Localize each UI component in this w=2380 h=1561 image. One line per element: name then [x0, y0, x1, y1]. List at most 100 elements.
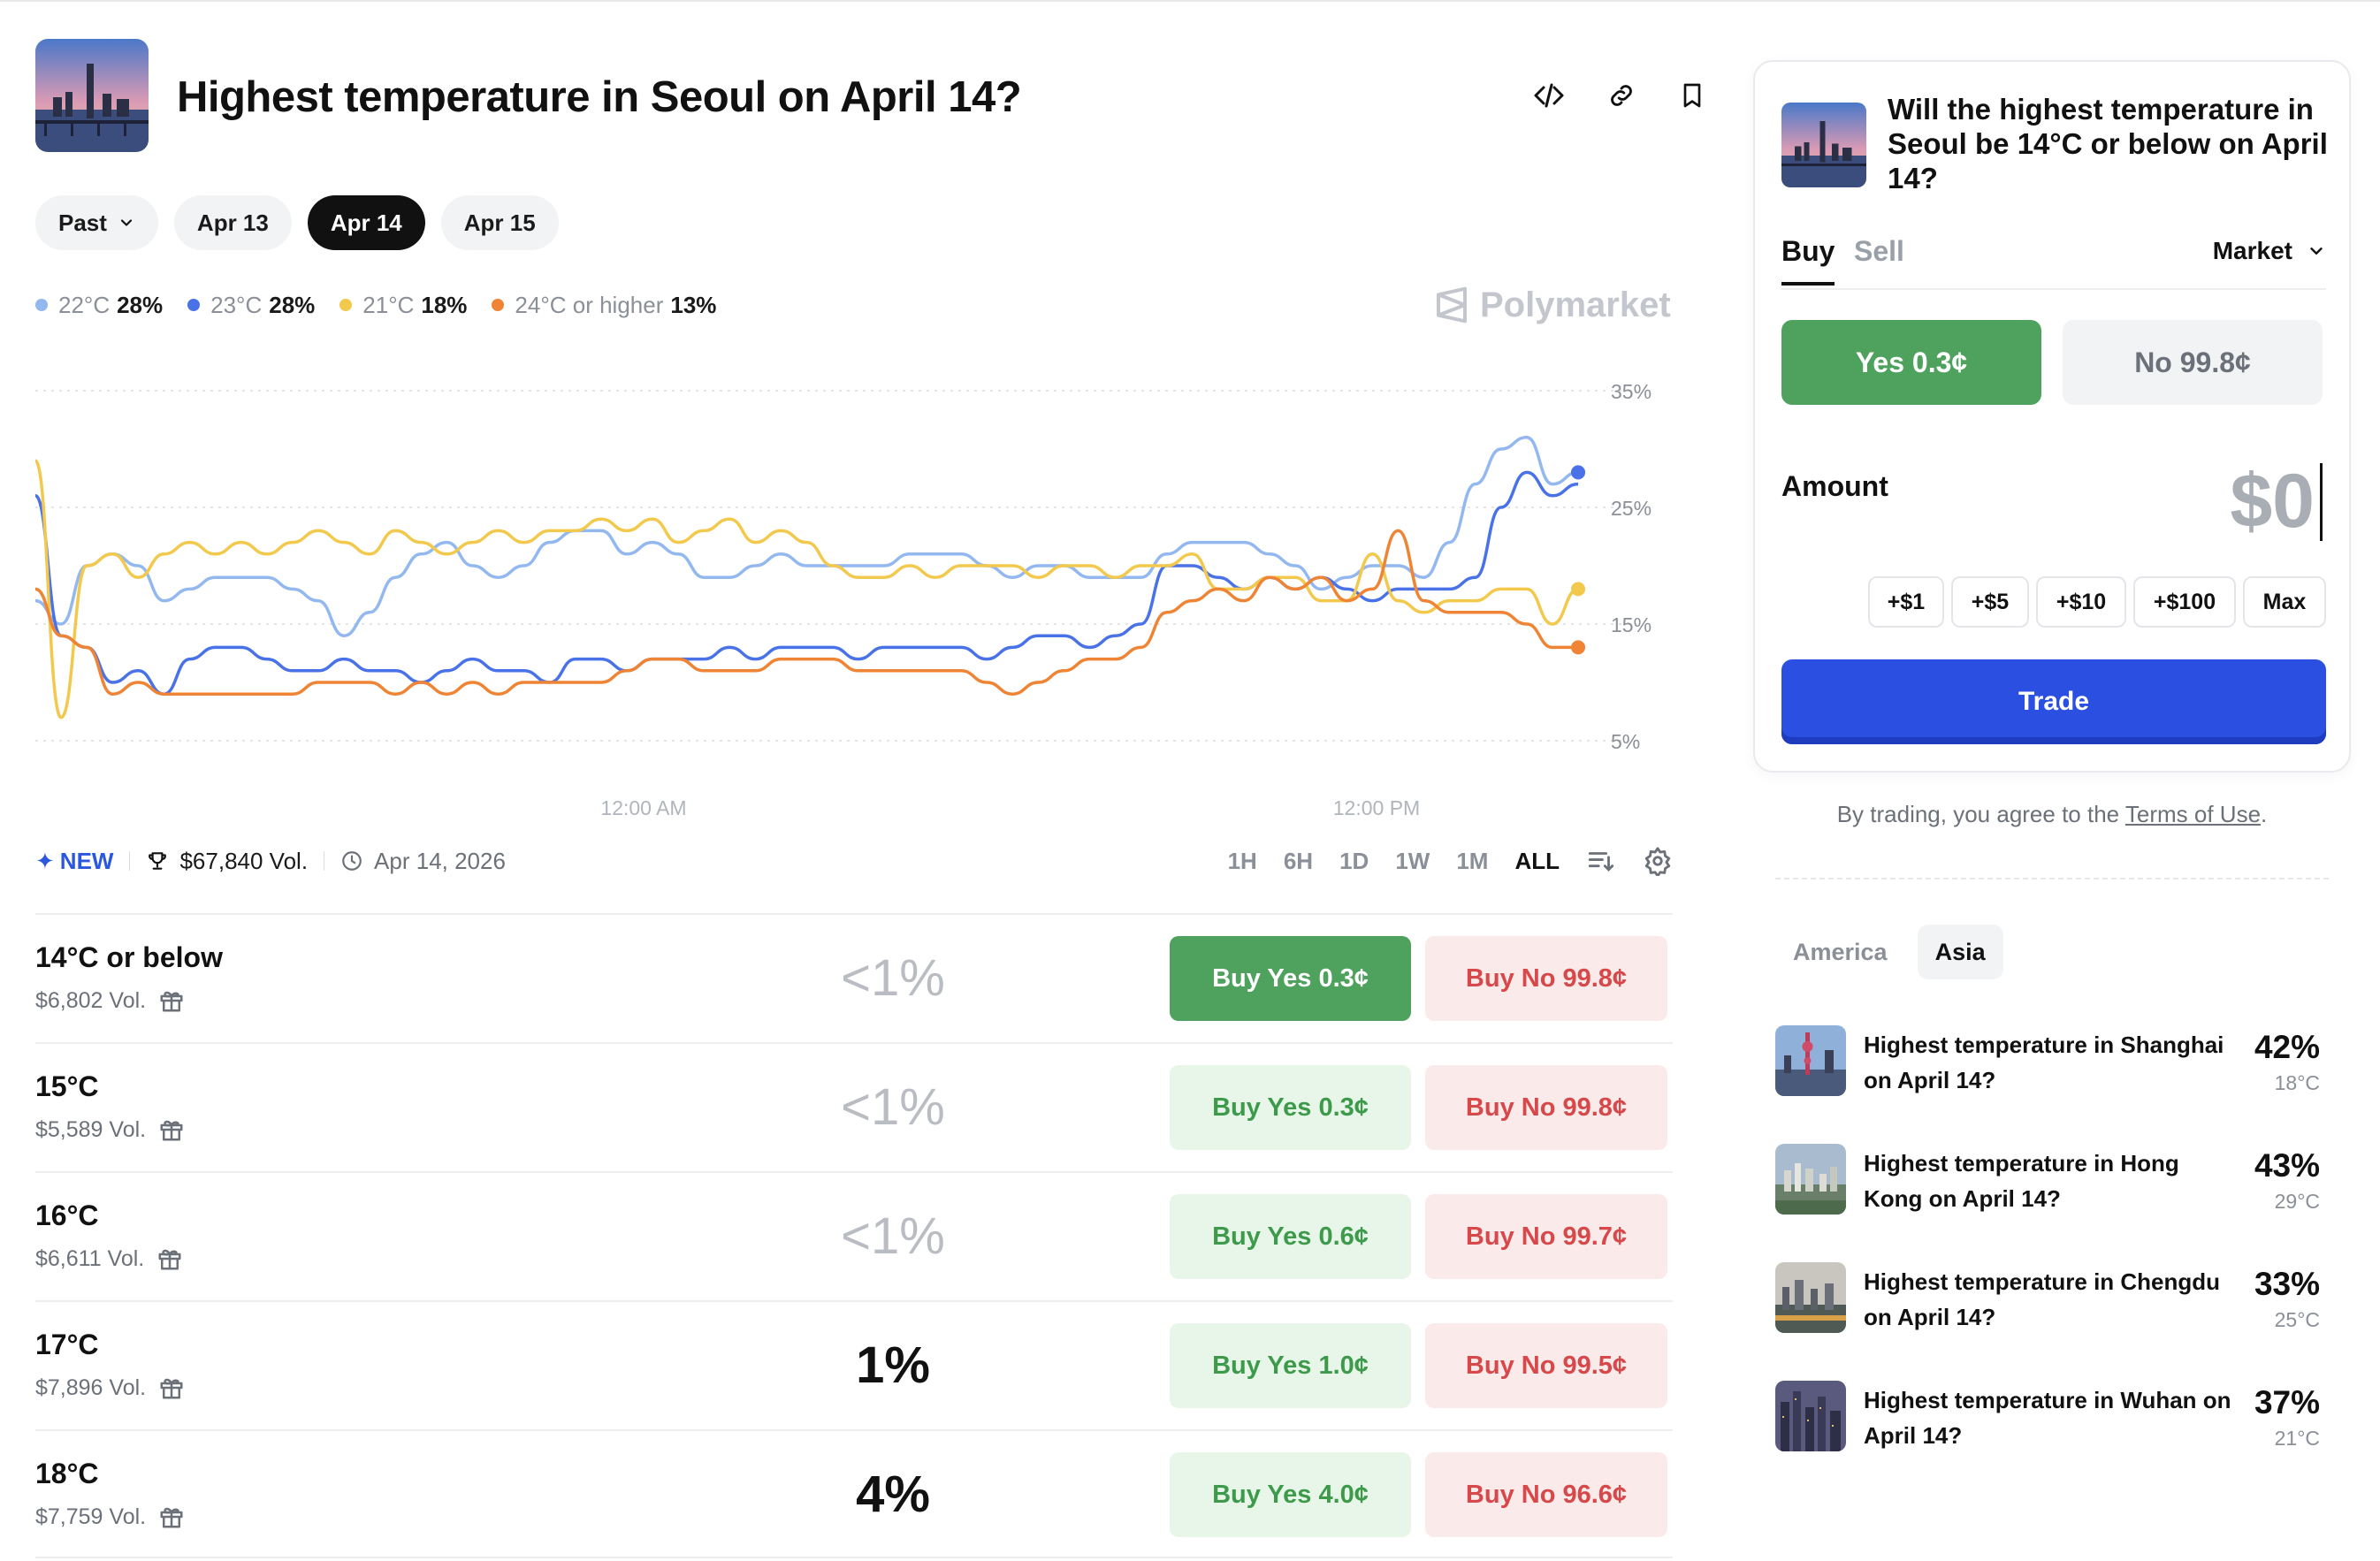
legend-value: 28% [269, 291, 316, 318]
outcome-chance: 1% [856, 1336, 930, 1394]
buy-no-button[interactable]: Buy No 99.5¢ [1425, 1323, 1667, 1408]
volume-value: $67,840 Vol. [179, 847, 309, 874]
legend-value: 28% [117, 291, 164, 318]
outcome-chance: <1% [841, 949, 945, 1007]
select-yes-button[interactable]: Yes 0.3¢ [1781, 320, 2041, 405]
legend-label: 22°C [58, 291, 111, 318]
order-type-dropdown[interactable]: Market [2213, 237, 2326, 265]
gift-icon [160, 1507, 183, 1528]
buy-yes-button[interactable]: Buy Yes 1.0¢ [1170, 1323, 1411, 1408]
outcome-volume-value: $6,611 Vol. [35, 1245, 145, 1271]
legend-label: 21°C [362, 291, 415, 318]
date-tab-label: Apr 13 [196, 209, 269, 236]
tab-sell[interactable]: Sell [1854, 235, 1904, 267]
legend-item-21c: 21°C 18% [339, 292, 467, 319]
chengdu-thumbnail [1775, 1262, 1846, 1333]
chevron-down-icon [2310, 247, 2323, 255]
quick-add-1-button[interactable]: +$1 [1868, 576, 1944, 628]
related-temp: 25°C [2274, 1308, 2320, 1331]
buy-sell-tabs: Buy Sell Market [1781, 235, 2326, 290]
divider [129, 851, 131, 871]
y-tick-label: 25% [1611, 497, 1652, 520]
legend-label: 23°C [210, 291, 263, 318]
legend-value: 13% [670, 291, 717, 318]
y-axis-labels: 35% 25% 15% 5% [1611, 380, 1652, 753]
quick-add-10-button[interactable]: +$10 [2036, 576, 2126, 628]
date-tab-label: Apr 14 [330, 209, 402, 236]
outcome-row-18c[interactable]: 18°C $7,759 Vol. 4% Buy Yes 4.0¢ Buy No … [35, 1429, 1673, 1558]
chart-legend: 22°C 28% 23°C 28% 21°C 18% 24°C or highe… [35, 290, 716, 320]
buy-yes-button[interactable]: Buy Yes 4.0¢ [1170, 1452, 1411, 1537]
settings-gear-icon[interactable] [1643, 846, 1673, 876]
buy-yes-button[interactable]: Buy Yes 0.6¢ [1170, 1194, 1411, 1279]
outcome-volume-value: $7,896 Vol. [35, 1374, 147, 1400]
bookmark-icon[interactable] [1673, 76, 1712, 115]
buy-no-button[interactable]: Buy No 99.8¢ [1425, 936, 1667, 1021]
related-market-shanghai[interactable]: Highest temperature in Shanghai on April… [1775, 1022, 2329, 1140]
buy-no-button[interactable]: Buy No 99.7¢ [1425, 1194, 1667, 1279]
outcome-chance: <1% [841, 1078, 945, 1136]
outcome-row-15c[interactable]: 15°C $5,589 Vol. <1% Buy Yes 0.3¢ Buy No… [35, 1042, 1673, 1171]
date-tab-apr-15[interactable]: Apr 15 [440, 195, 559, 250]
order-type-label: Market [2212, 237, 2292, 264]
select-no-button[interactable]: No 99.8¢ [2063, 320, 2323, 405]
text-caret [2320, 462, 2323, 541]
quick-max-button[interactable]: Max [2243, 576, 2326, 628]
range-all[interactable]: ALL [1514, 847, 1560, 874]
date-tab-apr-13[interactable]: Apr 13 [173, 195, 292, 250]
buy-no-button[interactable]: Buy No 96.6¢ [1425, 1452, 1667, 1537]
amount-input[interactable]: $0 [2230, 458, 2323, 545]
outcome-row-16c[interactable]: 16°C $6,611 Vol. <1% Buy Yes 0.6¢ Buy No… [35, 1171, 1673, 1300]
quick-add-5-button[interactable]: +$5 [1951, 576, 2029, 628]
outcome-title: 16°C [35, 1199, 99, 1231]
volume-stat: $67,840 Vol. [146, 848, 308, 875]
x-axis-labels: 12:00 AM 12:00 PM [600, 796, 1420, 819]
top-border [0, 0, 2380, 2]
x-tick-label: 12:00 AM [600, 796, 686, 819]
market-header: Highest temperature in Seoul on April 14… [35, 39, 1701, 154]
outcome-volume-value: $6,802 Vol. [35, 987, 147, 1013]
buy-no-button[interactable]: Buy No 99.8¢ [1425, 1065, 1667, 1150]
range-6h[interactable]: 6H [1283, 847, 1314, 874]
trade-button[interactable]: Trade [1781, 659, 2326, 744]
shanghai-thumbnail [1775, 1025, 1846, 1096]
buy-yes-button[interactable]: Buy Yes 0.3¢ [1170, 936, 1411, 1021]
range-1d[interactable]: 1D [1339, 847, 1369, 874]
related-pct: 42% [2254, 1029, 2320, 1065]
region-tab-asia[interactable]: Asia [1917, 925, 2003, 979]
region-tab-america[interactable]: America [1793, 938, 1888, 965]
buy-yes-button[interactable]: Buy Yes 0.3¢ [1170, 1065, 1411, 1150]
legend-label: 24°C or higher [515, 291, 664, 318]
outcomes-table: 14°C or below $6,802 Vol. <1% Buy Yes 0.… [35, 913, 1673, 1558]
range-1h[interactable]: 1H [1227, 847, 1257, 874]
sort-icon[interactable] [1586, 846, 1616, 876]
amount-value: $0 [2230, 459, 2315, 544]
related-temp: 29°C [2274, 1190, 2320, 1213]
terms-of-use-link[interactable]: Terms of Use [2124, 801, 2262, 827]
outcome-volume: $5,589 Vol. [35, 1116, 185, 1143]
embed-code-icon[interactable] [1529, 76, 1568, 115]
quick-add-100-button[interactable]: +$100 [2133, 576, 2236, 628]
related-pct: 37% [2254, 1384, 2320, 1420]
related-market-hong-kong[interactable]: Highest temperature in Hong Kong on Apri… [1775, 1140, 2329, 1259]
outcome-volume: $7,759 Vol. [35, 1504, 185, 1530]
date-tab-apr-14[interactable]: Apr 14 [307, 195, 425, 250]
related-market-chengdu[interactable]: Highest temperature in Chengdu on April … [1775, 1259, 2329, 1377]
range-1w[interactable]: 1W [1395, 847, 1430, 874]
range-1m[interactable]: 1M [1456, 847, 1489, 874]
tab-buy[interactable]: Buy [1781, 235, 1835, 286]
outcome-row-17c[interactable]: 17°C $7,896 Vol. 1% Buy Yes 1.0¢ Buy No … [35, 1300, 1673, 1429]
outcome-title: 14°C or below [35, 941, 223, 973]
trade-panel: Will the highest temperature in Seoul be… [1753, 60, 2351, 773]
date-tab-label: Apr 15 [463, 209, 536, 236]
outcome-volume-value: $5,589 Vol. [35, 1116, 147, 1142]
series-line [35, 470, 1579, 696]
legend-item-23c: 23°C 28% [187, 292, 315, 319]
y-tick-label: 5% [1611, 730, 1640, 753]
chart-grid [35, 390, 1643, 742]
date-tab-past[interactable]: Past [35, 195, 158, 250]
related-market-wuhan[interactable]: Highest temperature in Wuhan on April 14… [1775, 1377, 2329, 1496]
outcome-row-14c-or-below[interactable]: 14°C or below $6,802 Vol. <1% Buy Yes 0.… [35, 913, 1673, 1042]
y-tick-label: 15% [1611, 613, 1652, 636]
copy-link-icon[interactable] [1602, 76, 1641, 115]
